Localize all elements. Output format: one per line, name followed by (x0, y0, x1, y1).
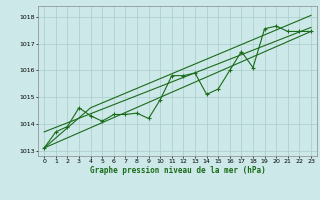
X-axis label: Graphe pression niveau de la mer (hPa): Graphe pression niveau de la mer (hPa) (90, 166, 266, 175)
